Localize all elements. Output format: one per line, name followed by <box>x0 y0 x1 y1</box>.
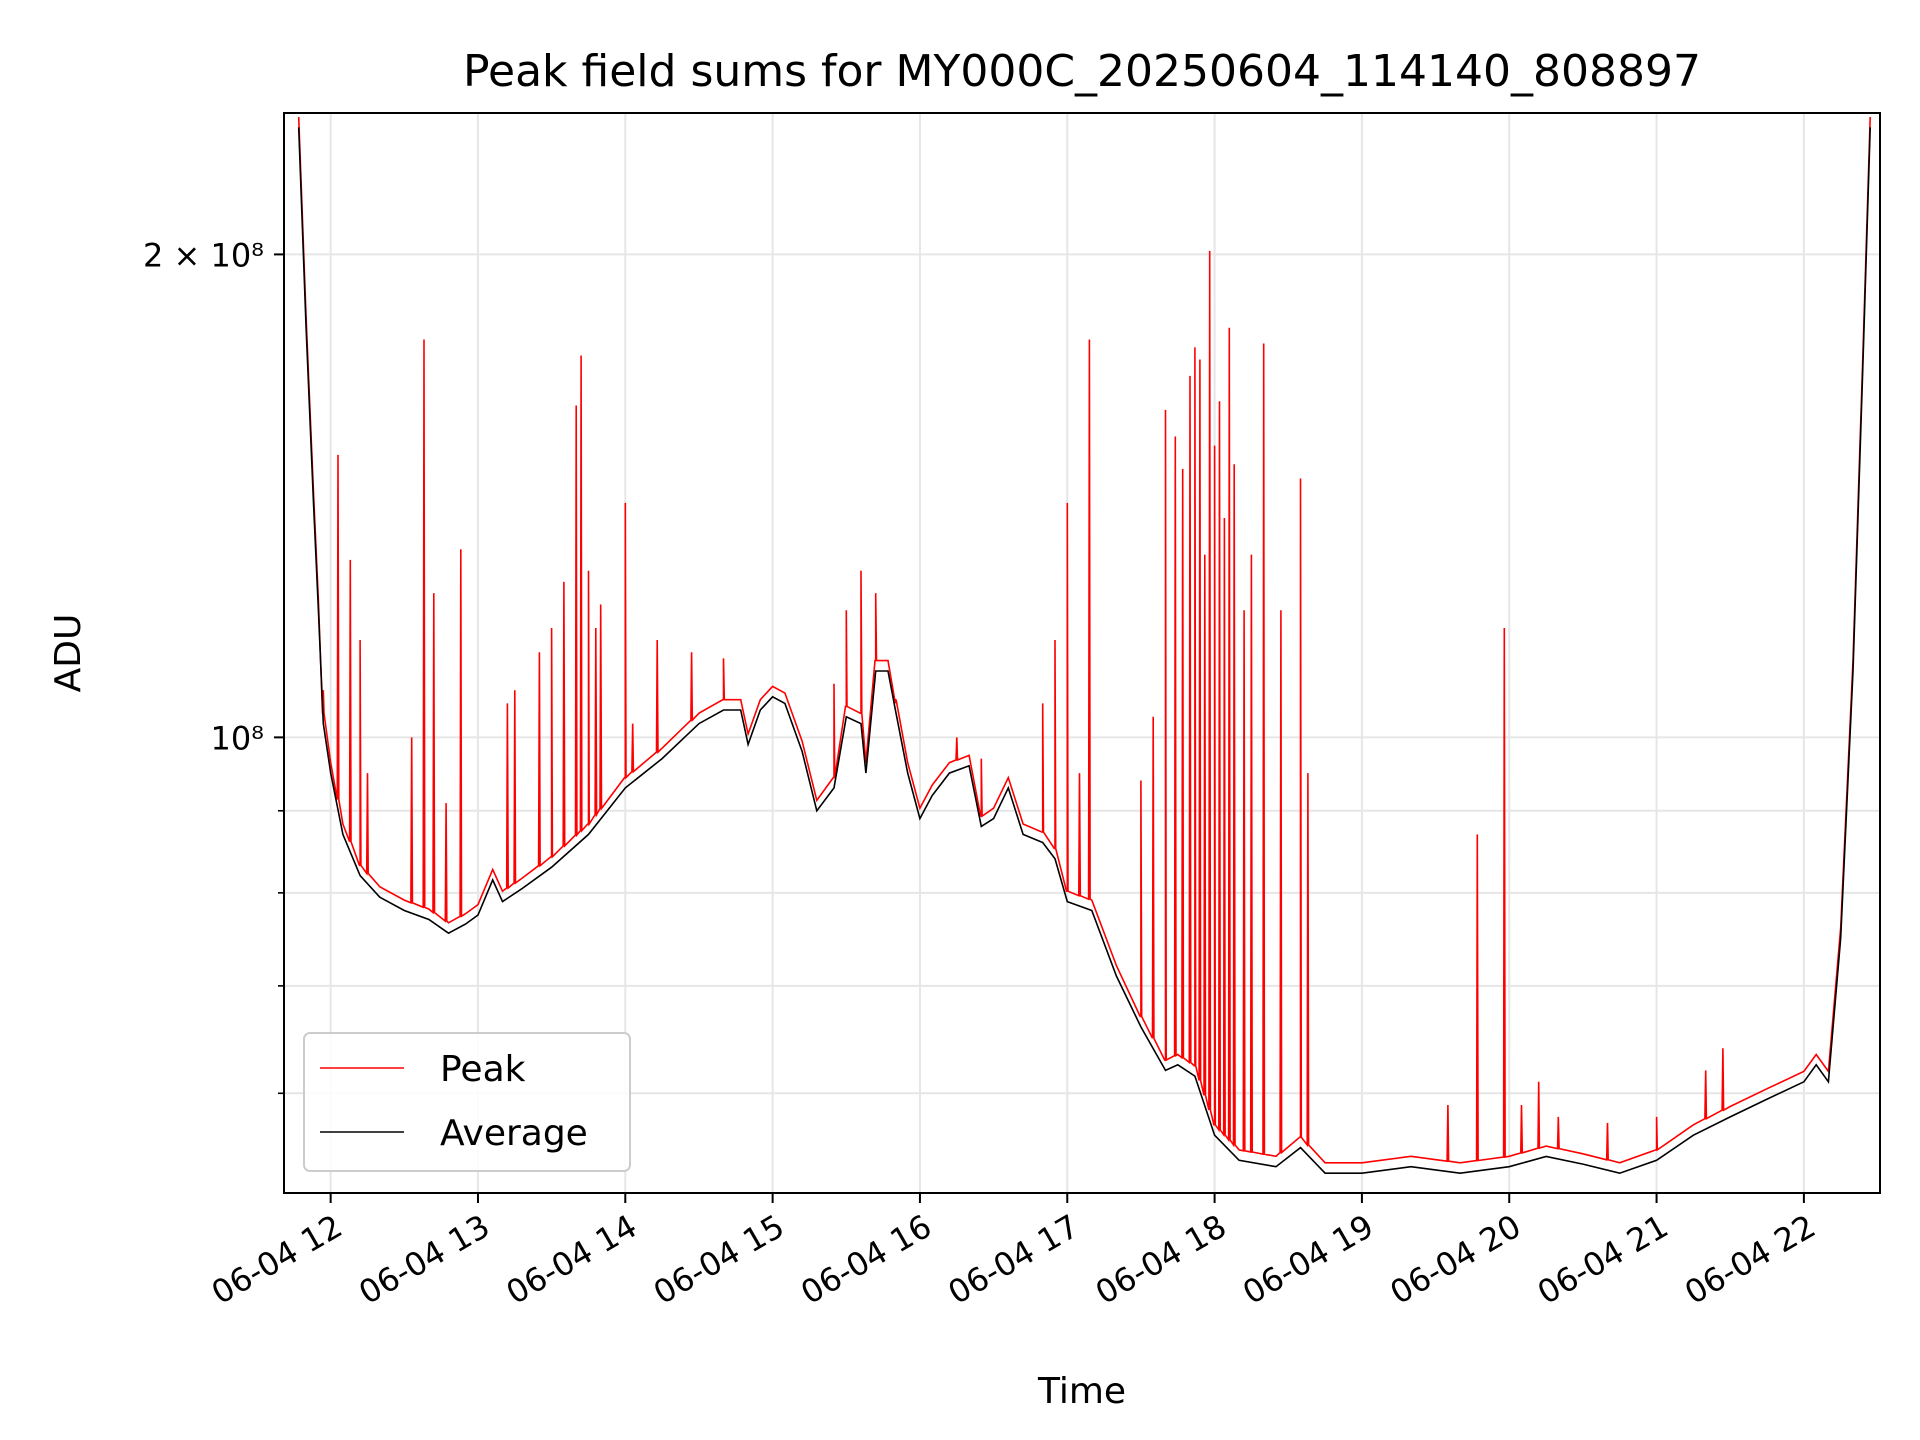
x-tick-label: 06-04 20 <box>1384 1207 1528 1312</box>
plot-area <box>297 116 1871 1175</box>
x-tick-label: 06-04 21 <box>1531 1207 1675 1312</box>
series-line-average <box>297 127 1871 1175</box>
legend-label-average: Average <box>440 1113 588 1154</box>
legend: Peak Average <box>303 1032 631 1172</box>
axes-frame <box>283 112 1881 1194</box>
series-line-peak <box>297 116 1871 1164</box>
x-tick-label: 06-04 14 <box>500 1207 644 1312</box>
x-tick-label: 06-04 15 <box>647 1207 791 1312</box>
y-tick-label: 10⁸ <box>210 719 264 757</box>
x-tick-label: 06-04 18 <box>1089 1207 1233 1312</box>
x-tick-label: 06-04 13 <box>352 1207 496 1312</box>
legend-label-peak: Peak <box>440 1049 526 1090</box>
x-tick-label: 06-04 12 <box>205 1207 349 1312</box>
x-tick-label: 06-04 19 <box>1236 1207 1380 1312</box>
y-axis-label: ADU <box>48 614 89 693</box>
x-tick-label: 06-04 17 <box>942 1207 1086 1312</box>
x-axis-label: Time <box>1037 1371 1126 1412</box>
x-tick-label: 06-04 22 <box>1678 1207 1822 1312</box>
y-tick-label: 2 × 10⁸ <box>143 236 264 274</box>
chart-title: Peak field sums for MY000C_20250604_1141… <box>463 46 1701 97</box>
x-tick-label: 06-04 16 <box>794 1207 938 1312</box>
grid <box>284 113 1880 1193</box>
